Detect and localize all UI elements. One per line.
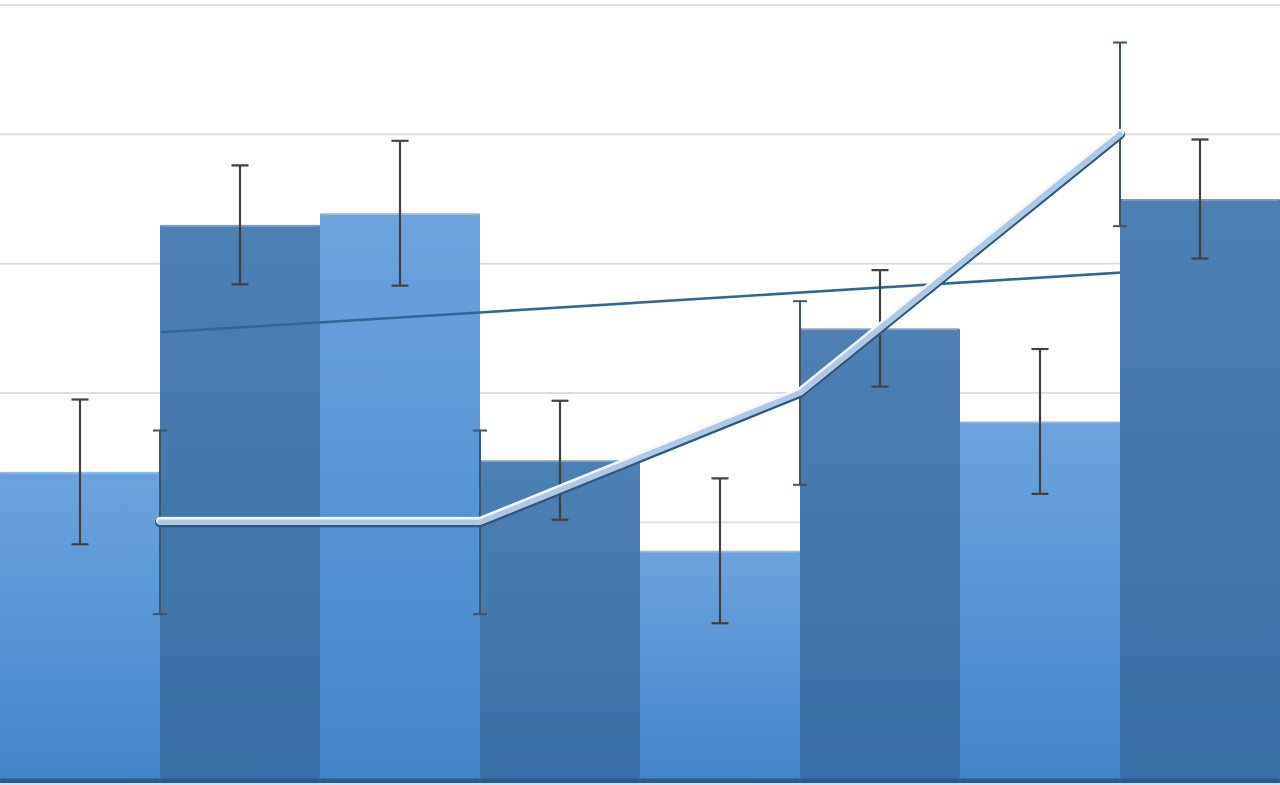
- bar-5: [640, 550, 800, 779]
- bar-2: [160, 224, 320, 780]
- bar-series: [0, 199, 1280, 780]
- bar-4: [480, 460, 640, 779]
- bar-1: [0, 471, 160, 779]
- bar-3: [320, 213, 480, 779]
- bar-6: [800, 328, 960, 779]
- error-bar-3: [391, 139, 409, 287]
- trendline-thick: [155, 128, 1125, 528]
- trendline-thin: [160, 271, 1121, 334]
- error-bar-8: [1191, 138, 1209, 260]
- error-bar-1: [71, 398, 89, 546]
- error-bar-5: [711, 477, 729, 625]
- bar-7: [960, 421, 1120, 779]
- thick-line-core: [157, 131, 1123, 525]
- error-bar-2: [231, 164, 249, 286]
- baseline-dark-band: [0, 778, 1280, 783]
- error-bar-4: [551, 399, 569, 521]
- baseline-light-band: [0, 783, 1280, 785]
- bar-8: [1120, 199, 1280, 779]
- error-bar-7: [1031, 347, 1049, 495]
